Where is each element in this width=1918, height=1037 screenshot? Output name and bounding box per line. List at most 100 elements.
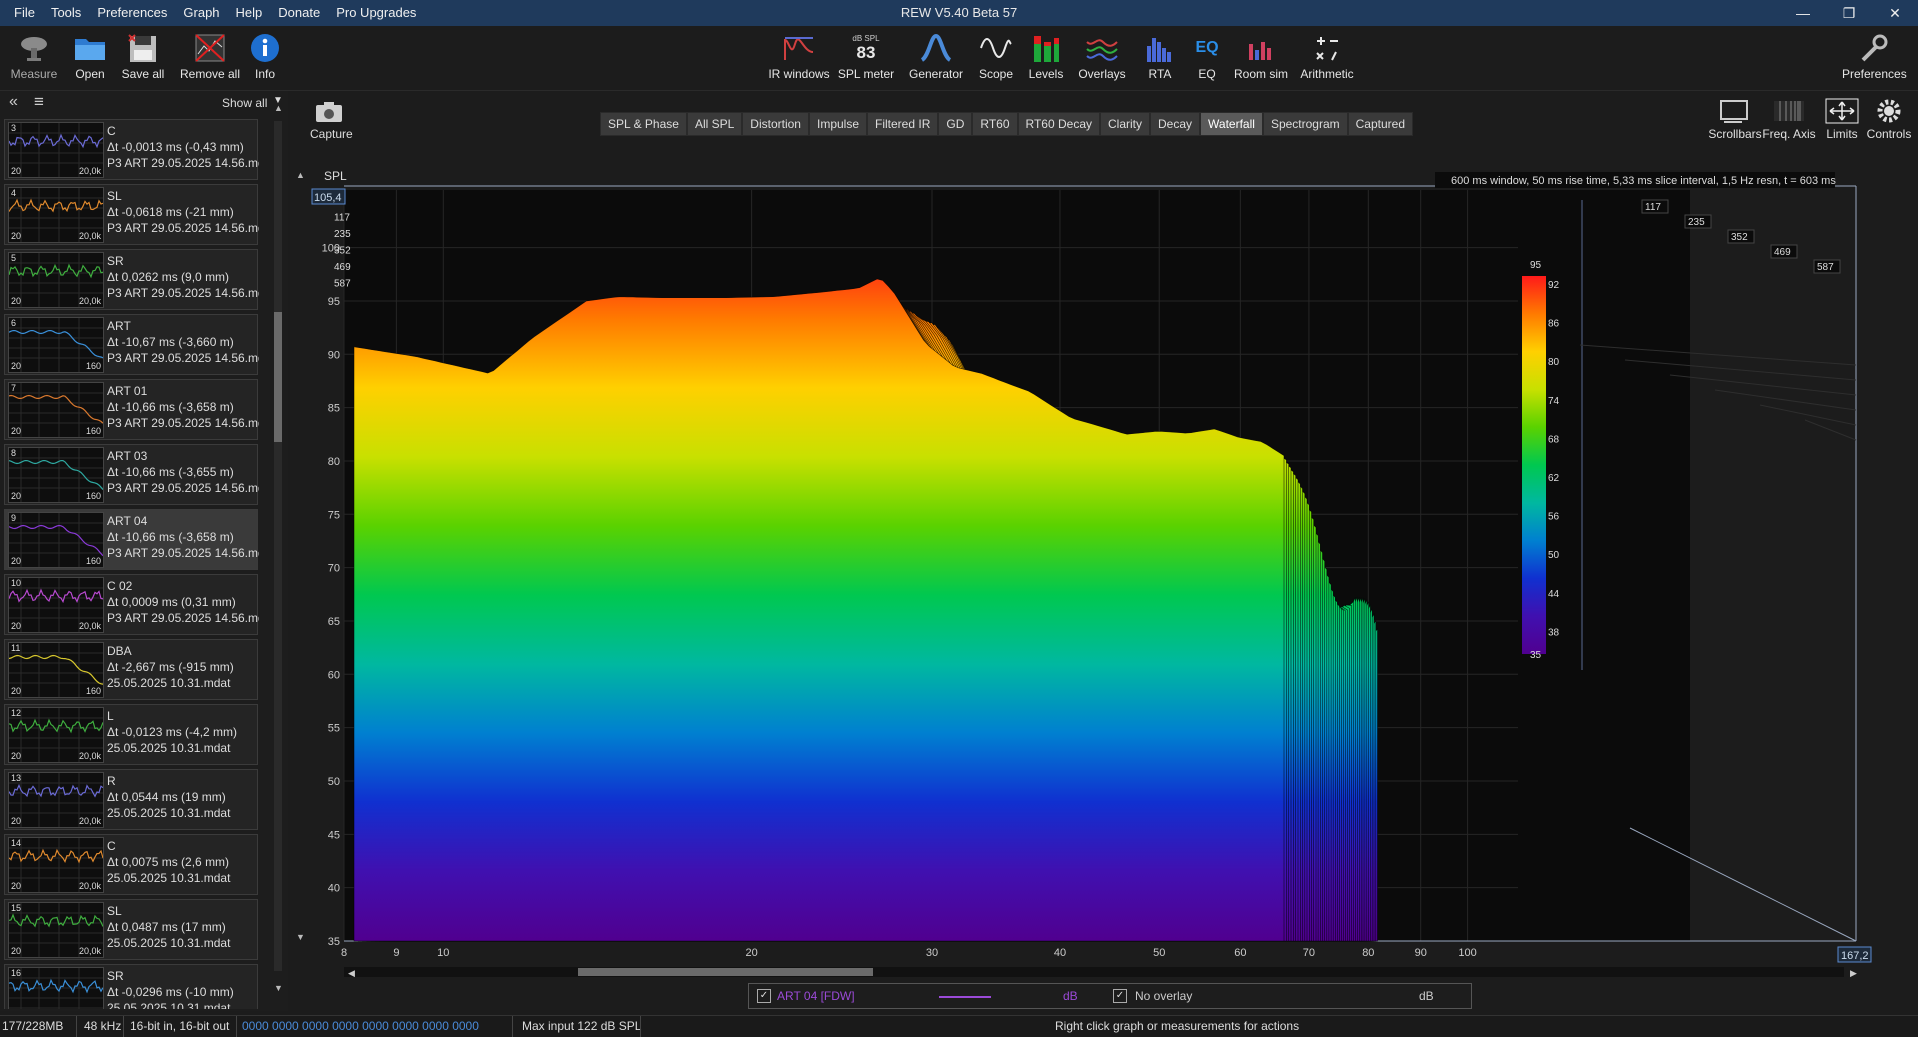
measurement-checkbox[interactable]: ✓ [757,989,771,1003]
show-all-dropdown[interactable]: Show all [222,96,268,110]
tab-gd[interactable]: GD [938,112,973,136]
scroll-left-icon[interactable]: ◀ [348,968,355,978]
tab-impulse[interactable]: Impulse [808,112,868,136]
scope-button[interactable]: Scope [974,30,1018,82]
tab-decay[interactable]: Decay [1150,112,1201,136]
scrollbars-button[interactable]: Scrollbars [1706,98,1764,141]
menu-pro-upgrades[interactable]: Pro Upgrades [336,5,417,20]
menu-help[interactable]: Help [235,5,263,20]
menu-file[interactable]: File [14,5,35,20]
graph-h-scrollbar[interactable] [344,967,1844,977]
measurement-item[interactable]: 8 20 160 ART 03 Δt -10,66 ms (-3,655 m) P3 AR… [4,444,259,505]
measurement-item[interactable]: 12 20 20,0k L Δt -0,0123 ms (-4,2 mm) 25.05.2… [4,704,258,765]
measurement-scrollbar[interactable]: ▲ ▼ [272,103,284,1002]
freq-axis-button[interactable]: Freq. Axis [1762,98,1816,141]
measurement-item[interactable]: 14 20 20,0k C Δt 0,0075 ms (2,6 mm) 25.05.202… [4,834,258,895]
limits-button[interactable]: Limits [1820,98,1864,141]
scroll-up-icon[interactable]: ▲ [274,103,283,113]
menu-donate[interactable]: Donate [278,5,321,20]
close-button[interactable]: ✕ [1889,4,1901,21]
x-limit-box[interactable] [1837,946,1872,963]
measurement-file: 25.05.2025 10.31.mdat [107,936,231,950]
tab-waterfall[interactable]: Waterfall [1200,112,1263,136]
measurement-item[interactable]: 7 20 160 ART 01 Δt -10,66 ms (-3,658 m) P3 AR… [4,379,259,440]
menu-tools[interactable]: Tools [50,5,82,20]
overlay-checkbox[interactable]: ✓ [1113,989,1127,1003]
window-controls: — ❐ ✕ [1780,0,1918,26]
scrollbar-thumb[interactable] [274,312,282,442]
thumbnail-trace [9,123,103,177]
rta-button[interactable]: RTA [1144,30,1176,82]
tab-captured[interactable]: Captured [1347,112,1414,136]
folder-icon [70,30,110,66]
scroll-down-icon[interactable]: ▼ [274,983,283,993]
remove-all-button[interactable]: Remove all [178,30,242,82]
y-limit-box[interactable] [311,188,346,205]
collapse-panel-icon[interactable]: « [9,93,18,110]
measurement-item[interactable]: 10 20 20,0k C 02 Δt 0,0009 ms (0,31 mm) P3 AR… [4,574,259,635]
minimize-button[interactable]: — [1796,5,1810,21]
measurement-item[interactable]: 15 20 20,0k SL Δt 0,0487 ms (17 mm) 25.05.202… [4,899,258,960]
measure-button[interactable]: Measure [8,30,60,82]
waterfall-plot[interactable]: 35 40 45 50 55 60 65 70 75 80 85 90 95 100 8 9 10 20 30 40… [290,170,1890,980]
levels-button[interactable]: Levels [1026,30,1066,82]
scroll-right-icon[interactable]: ▶ [1850,968,1857,978]
measurement-item[interactable]: 5 20 20,0k SR Δt 0,0262 ms (9,0 mm) P3 ART 29… [4,249,259,310]
capture-button[interactable]: Capture [310,100,353,141]
tab-all-spl[interactable]: All SPL [686,112,743,136]
overlays-button[interactable]: Overlays [1076,30,1128,82]
measurement-item[interactable]: 11 20 160 DBA Δt -2,667 ms (-915 mm) 25.05.20… [4,639,258,700]
measurement-item[interactable]: 9 20 160 ART 04 Δt -10,66 ms (-3,658 m) P3 AR… [4,509,259,570]
tab-distortion[interactable]: Distortion [742,112,809,136]
x-tick-label: 50 [1153,947,1165,959]
info-button[interactable]: Info [248,30,282,82]
panel-menu-icon[interactable]: ≡ [34,92,44,111]
measurement-item[interactable]: 4 20 20,0k SL Δt -0,0618 ms (-21 mm) P3 ART 2… [4,184,259,245]
scrollbar-track[interactable] [274,121,282,971]
plot-scroll-down-icon[interactable]: ▼ [296,932,305,942]
restore-button[interactable]: ❐ [1842,4,1856,21]
y-tick-label: 95 [328,296,340,308]
menu-graph[interactable]: Graph [183,5,220,20]
chevron-down-icon[interactable]: ▼ [273,95,283,106]
ir-windows-button[interactable]: IR windows [766,30,832,82]
measurement-thumbnail: 12 20 20,0k [8,707,104,763]
measurement-delay: Δt -0,0618 ms (-21 mm) [107,205,234,219]
menu-preferences[interactable]: Preferences [97,5,168,20]
depth-grid-line [1624,359,1857,381]
spl-meter-button[interactable]: dB SPL 83 SPL meter [836,30,896,82]
tab-spectrogram[interactable]: Spectrogram [1262,112,1348,136]
time-tick-box [1813,259,1841,274]
thumbnail-low-freq: 20 [11,231,22,241]
arithmetic-button[interactable]: Arithmetic [1298,30,1356,82]
graph-h-scrollbar-thumb[interactable] [578,968,873,976]
plot-scroll-up-icon[interactable]: ▲ [296,170,305,180]
generator-button[interactable]: Generator [906,30,966,82]
thumbnail-trace [9,838,103,892]
limits-icon [1820,98,1864,127]
measurement-file: 25.05.2025 10.31.mdat [107,806,231,820]
tab-filtered-ir[interactable]: Filtered IR [867,112,939,136]
measurement-item[interactable]: 13 20 20,0k R Δt 0,0544 ms (19 mm) 25.05.2025… [4,769,258,830]
measurement-thumbnail: 11 20 160 [8,642,104,698]
tab-rt60-decay[interactable]: RT60 Decay [1017,112,1100,136]
tab-clarity[interactable]: Clarity [1100,112,1151,136]
save-all-icon [120,30,166,66]
tab-spl-phase[interactable]: SPL & Phase [600,112,687,136]
measurement-item[interactable]: 6 20 160 ART Δt -10,67 ms (-3,660 m) P3 ART 2… [4,314,259,375]
measurement-file: P3 ART 29.05.2025 14.56.mdat [107,286,259,300]
save-all-button[interactable]: Save all [120,30,166,82]
room-sim-button[interactable]: Room sim [1232,30,1290,82]
measurement-file: P3 ART 29.05.2025 14.56.mdat [107,611,259,625]
measurement-item[interactable]: 3 20 20,0k C Δt -0,0013 ms (-0,43 mm) P3 ART … [4,119,259,180]
colorbar-tick-label: 95 [1530,260,1542,271]
measurement-number: 3 [11,123,17,133]
time-tick-box [1684,214,1712,229]
eq-button[interactable]: EQ EQ [1192,30,1222,82]
preferences-button[interactable]: Preferences [1842,30,1907,82]
tab-rt60[interactable]: RT60 [972,112,1018,136]
measurement-delay: Δt -10,66 ms (-3,658 m) [107,400,234,414]
open-button[interactable]: Open [70,30,110,82]
controls-button[interactable]: Controls [1864,98,1914,141]
